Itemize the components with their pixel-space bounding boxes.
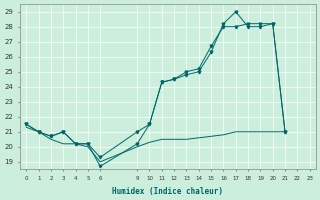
X-axis label: Humidex (Indice chaleur): Humidex (Indice chaleur): [112, 187, 223, 196]
